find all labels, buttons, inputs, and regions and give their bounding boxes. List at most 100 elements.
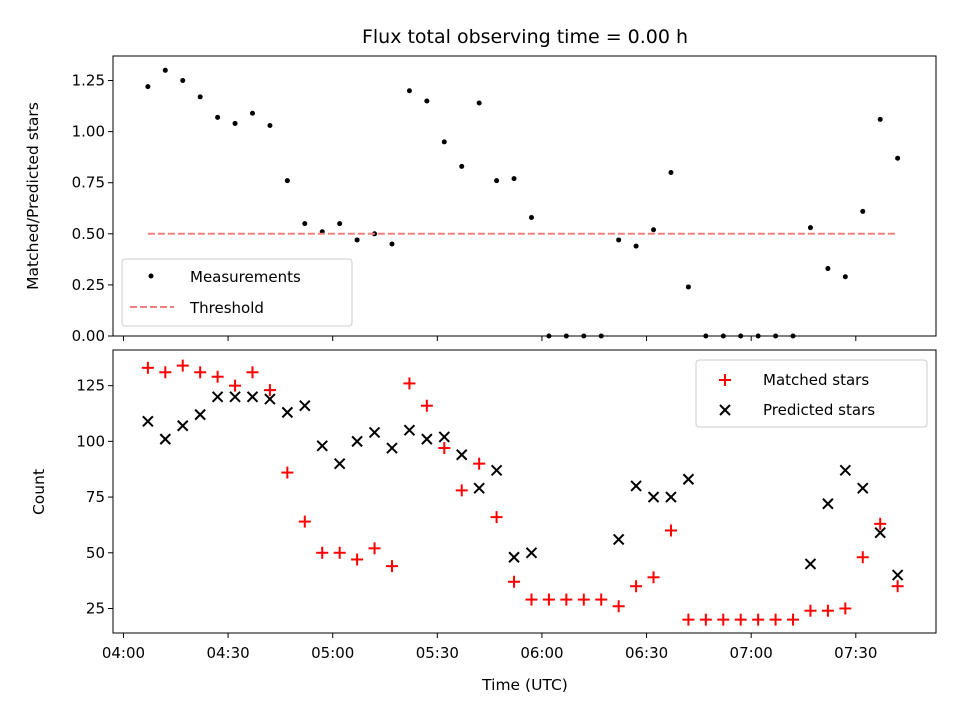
predicted-stars-point: [839, 464, 852, 477]
bottom-y-axis-title: Count: [30, 469, 48, 515]
x-tick-label: 04:30: [206, 644, 249, 662]
matched-stars-point: [194, 366, 207, 379]
predicted-stars-point: [316, 440, 328, 452]
legend-measurements-marker: [148, 273, 154, 279]
matched-stars-point: [682, 613, 695, 626]
x-tick-label: 06:30: [625, 644, 668, 662]
predicted-stars-point: [804, 558, 817, 570]
x-tick-label: 05:00: [311, 644, 354, 662]
bottom-y-ticks: 25 50 75 100 125: [76, 377, 113, 617]
matched-stars-point: [281, 466, 294, 479]
bottom-axes-frame: [112, 349, 937, 634]
measurement-point: [162, 67, 168, 73]
matched-stars-point: [856, 551, 869, 564]
predicted-stars-point: [403, 424, 416, 436]
matched-stars-point: [647, 571, 660, 584]
predicted-stars-point: [159, 433, 172, 445]
predicted-stars-point: [264, 393, 276, 405]
measurement-point: [895, 155, 901, 161]
measurement-point: [406, 88, 412, 94]
predicted-stars-point: [333, 457, 346, 470]
legend-matched-marker: [719, 374, 731, 386]
measurement-point: [825, 266, 831, 272]
chart-title: Flux total observing time = 0.00 h: [362, 26, 688, 48]
matched-stars-point: [839, 602, 852, 615]
matched-stars-point: [542, 593, 555, 606]
matched-stars-point: [385, 560, 398, 573]
matched-stars-point: [787, 613, 800, 626]
matched-stars-point: [630, 580, 643, 593]
matched-stars-point: [229, 379, 242, 392]
matched-stars-point: [664, 524, 677, 537]
predicted-stars-point: [299, 400, 311, 412]
matched-stars-point: [717, 613, 730, 626]
matched-stars-point: [438, 442, 451, 455]
predicted-stars-point: [211, 391, 224, 403]
matched-stars-point: [368, 542, 381, 555]
predicted-stars-point: [142, 415, 154, 428]
predicted-stars-point: [456, 449, 468, 461]
top-y-tick-label: 0.75: [72, 174, 105, 192]
measurement-point: [354, 237, 360, 243]
matched-stars-point: [316, 546, 329, 559]
predicted-stars-point: [281, 406, 294, 419]
predicted-stars-point: [525, 547, 538, 559]
predicted-stars-point: [874, 527, 886, 539]
legend-threshold-label: Threshold: [189, 299, 264, 317]
predicted-stars-point: [508, 551, 520, 563]
predicted-stars-point: [665, 491, 677, 503]
top-x-ticks: [122, 336, 857, 341]
matched-stars-point: [560, 593, 573, 606]
matched-stars-point: [176, 359, 189, 372]
top-legend-box: [121, 258, 353, 327]
measurement-point: [842, 274, 848, 280]
measurement-point: [337, 221, 343, 227]
legend-predicted-label: Predicted stars: [763, 401, 875, 419]
measurement-point: [476, 100, 482, 106]
predicted-stars-point: [229, 391, 241, 403]
matched-stars-point: [473, 457, 486, 470]
predicted-stars-point: [857, 482, 869, 494]
measurement-point: [528, 214, 534, 220]
top-y-tick-label: 0.25: [72, 276, 105, 294]
measurement-point: [685, 284, 691, 290]
matched-stars-point: [699, 613, 712, 626]
matched-stars-point: [577, 593, 590, 606]
x-tick-label: 07:00: [730, 644, 773, 662]
top-axes-frame: [112, 55, 937, 337]
measurement-point: [633, 243, 639, 249]
matched-stars-point: [891, 580, 904, 593]
top-y-axis-title: Matched/Predicted stars: [24, 102, 42, 290]
legend-predicted-marker: [719, 404, 731, 416]
matched-stars-point: [525, 593, 538, 606]
matched-stars-point: [734, 613, 747, 626]
top-y-tick-label: 0.00: [72, 327, 105, 345]
measurement-point: [267, 122, 273, 128]
matched-stars-point: [403, 377, 416, 390]
top-legend: Measurements Threshold: [121, 258, 353, 327]
bottom-x-ticks: 04:00 04:30 05:00 05:30 06:00 06:30 07:00 07:30: [102, 633, 877, 662]
bottom-y-tick-label: 75: [86, 488, 105, 506]
top-marks: [145, 67, 901, 339]
matched-stars-point: [490, 511, 503, 524]
measurement-point: [441, 139, 447, 145]
x-axis-title: Time (UTC): [481, 676, 568, 694]
measurement-point: [459, 163, 465, 169]
measurement-point: [302, 221, 308, 227]
predicted-stars-point: [490, 464, 503, 477]
matched-stars-point: [769, 613, 782, 626]
predicted-stars-point: [473, 482, 485, 494]
measurement-point: [424, 98, 430, 104]
predicted-stars-point: [421, 433, 433, 445]
x-tick-label: 06:00: [520, 644, 563, 662]
matched-stars-point: [159, 366, 172, 379]
bottom-panel: 25 50 75 100 125 04:00 04:30 05:00 05:30 06:00 06…: [30, 349, 937, 694]
predicted-stars-point: [386, 442, 398, 454]
top-y-ticks: 0.00 0.25 0.50 0.75 1.00 1.25: [72, 72, 113, 345]
measurement-point: [145, 84, 151, 90]
predicted-stars-point: [822, 498, 834, 510]
legend-measurements-label: Measurements: [190, 268, 301, 286]
bottom-marks: [141, 359, 904, 626]
legend-matched-label: Matched stars: [763, 371, 869, 389]
